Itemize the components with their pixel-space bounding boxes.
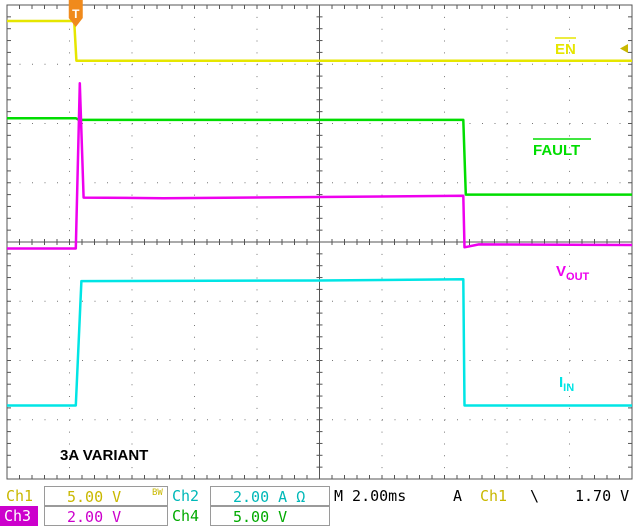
trace-label-en: EN: [555, 41, 576, 58]
vout-sub: OUT: [566, 271, 590, 283]
trace-en: [7, 19, 632, 62]
graticule: [6, 4, 633, 480]
trace-label-vout: VOUT: [556, 263, 590, 283]
traces: [7, 19, 633, 407]
status-row-1: Ch1 5.00 V BW Ch2 2.00 A Ω M 2.00ms A Ch…: [0, 486, 639, 506]
ch3-label[interactable]: Ch3: [0, 506, 38, 526]
ch3-scale[interactable]: 2.00 V: [44, 506, 168, 526]
ch1-level-arrow-icon: [620, 44, 628, 53]
ch2-scale[interactable]: 2.00 A Ω: [210, 486, 330, 506]
bandwidth-limit-mark: BW: [152, 488, 163, 498]
ch1-label[interactable]: Ch1: [6, 487, 34, 505]
trigger-position-letter: T: [72, 7, 80, 21]
trigger-marker: T: [68, 0, 83, 27]
trigger-source[interactable]: Ch1: [480, 487, 508, 505]
trace-vout: [7, 81, 633, 250]
trace-iin: [7, 278, 632, 407]
ch1-scale[interactable]: 5.00 V: [44, 486, 168, 506]
trigger-mode: A: [453, 487, 463, 505]
vout-main: V: [556, 263, 566, 280]
trigger-slope-icon: \: [530, 487, 540, 505]
ch4-scale[interactable]: 5.00 V: [210, 506, 330, 526]
ch2-label[interactable]: Ch2: [172, 487, 200, 505]
trace-label-iin: IIN: [559, 374, 574, 394]
trigger-level[interactable]: 1.70 V: [575, 487, 630, 505]
iin-sub: IN: [563, 382, 574, 394]
oscilloscope-screen: T EN FAULT VOUT IIN 3A VARIANT: [6, 0, 633, 480]
variant-annotation: 3A VARIANT: [60, 447, 148, 464]
trace-label-fault: FAULT: [533, 142, 580, 159]
ch4-label[interactable]: Ch4: [172, 507, 200, 525]
trace-fault: [7, 116, 632, 196]
timebase[interactable]: M 2.00ms: [334, 487, 407, 505]
iin-main: I: [559, 374, 563, 391]
status-row-2: Ch3 2.00 V Ch4 5.00 V: [0, 506, 639, 526]
trigger-position-icon: [68, 0, 83, 27]
